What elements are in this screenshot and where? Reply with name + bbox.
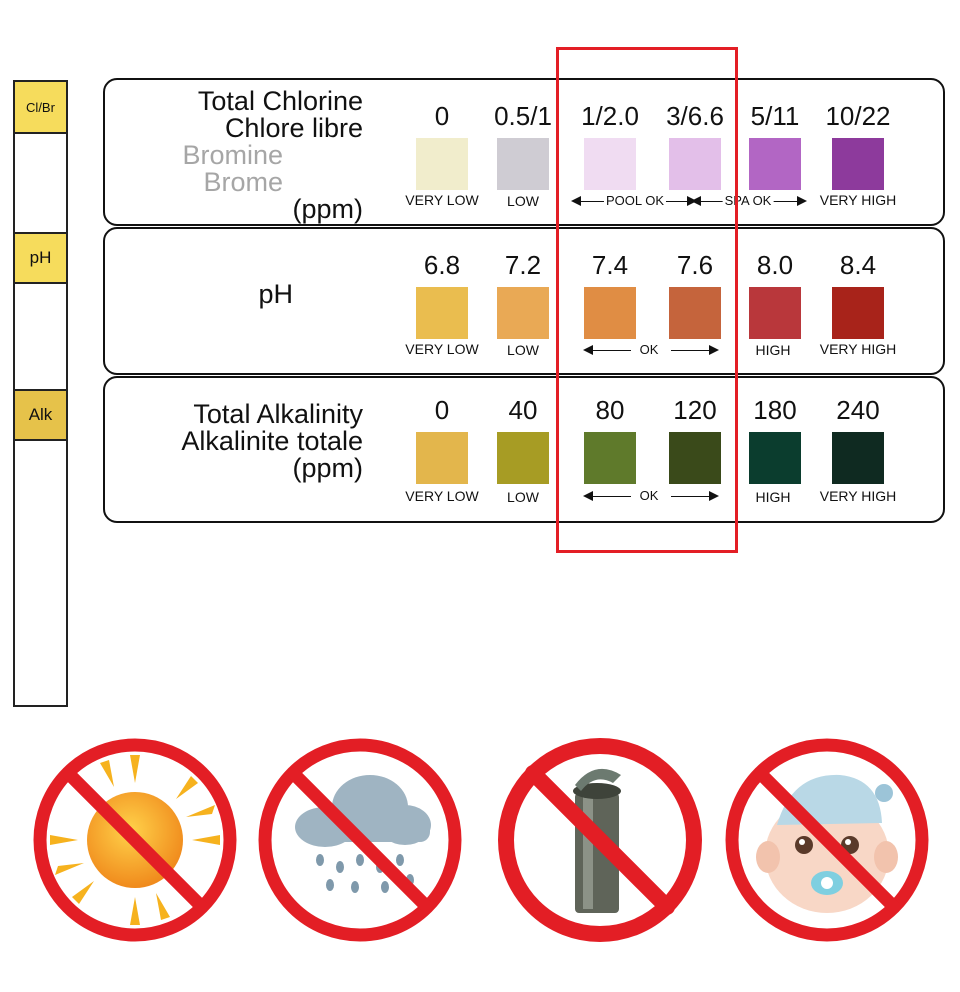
chlorine-cell-1: 0.5/1 (473, 102, 573, 190)
strip-pad-alkalinity: Alk (15, 389, 66, 441)
chlorine-swatch-4 (749, 138, 801, 190)
alkalinity-cell-3: 120 (645, 396, 745, 484)
chlorine-swatch-2 (584, 138, 636, 190)
ph-cell-5: 8.4 (808, 251, 908, 339)
level-high: HIGH (755, 342, 791, 358)
chlorine-cell-0: 0 (392, 102, 492, 190)
alkalinity-cell-0: 0 (392, 396, 492, 484)
chlorine-row: Total Chlorine Chlore libre Bromine Brom… (103, 78, 945, 226)
level-low: LOW (507, 193, 539, 209)
ph-swatch-3 (669, 287, 721, 339)
level-very-high: VERY HIGH (819, 488, 897, 504)
ok-arrow-left (583, 491, 631, 501)
chlorine-swatch-3 (669, 138, 721, 190)
bromine-label-line-2: Brome (203, 167, 283, 197)
level-very-high: VERY HIGH (819, 192, 897, 208)
chlorine-value-5: 10/22 (825, 101, 891, 131)
alkalinity-swatch-5 (832, 432, 884, 484)
alkalinity-label-line-1: Total Alkalinity (193, 399, 363, 429)
alkalinity-value-4: 180 (753, 395, 797, 425)
chlorine-cell-3: 3/6.6 (645, 102, 745, 190)
ph-cell-3: 7.6 (645, 251, 745, 339)
chlorine-cell-2: 1/2.0 (560, 102, 660, 190)
chlorine-value-0: 0 (434, 101, 450, 131)
alkalinity-value-2: 80 (595, 395, 625, 425)
level-high: HIGH (755, 489, 791, 505)
level-very-low: VERY LOW (405, 488, 479, 504)
no-rain-icon (258, 738, 462, 942)
alkalinity-value-1: 40 (508, 395, 538, 425)
chlorine-value-2: 1/2.0 (581, 101, 639, 131)
level-low: LOW (507, 489, 539, 505)
ph-swatch-1 (497, 287, 549, 339)
alkalinity-label: Total Alkalinity Alkalinite totale (ppm) (181, 401, 363, 482)
alkalinity-value-3: 120 (673, 395, 717, 425)
ok-label: OK (637, 488, 661, 503)
ph-cell-0: 6.8 (392, 251, 492, 339)
ph-value-4: 8.0 (756, 250, 794, 280)
ph-value-2: 7.4 (591, 250, 629, 280)
alkalinity-row: Total Alkalinity Alkalinite totale (ppm)… (103, 376, 945, 523)
ph-swatch-5 (832, 287, 884, 339)
alkalinity-cell-1: 40 (473, 396, 573, 484)
ok-arrow-right (671, 491, 719, 501)
chlorine-swatch-5 (832, 138, 884, 190)
alkalinity-swatch-1 (497, 432, 549, 484)
ph-swatch-4 (749, 287, 801, 339)
chlorine-unit: (ppm) (292, 194, 363, 224)
strip-pad-chlorine: Cl/Br (15, 82, 66, 134)
ph-label: pH (258, 279, 293, 309)
alkalinity-value-0: 0 (434, 395, 450, 425)
chlorine-value-3: 3/6.6 (666, 101, 724, 131)
no-children-icon (725, 738, 929, 942)
alkalinity-value-5: 240 (836, 395, 880, 425)
alkalinity-cell-5: 240 (808, 396, 908, 484)
alkalinity-swatch-0 (416, 432, 468, 484)
ph-value-3: 7.6 (676, 250, 714, 280)
alkalinity-swatch-3 (669, 432, 721, 484)
alkalinity-unit: (ppm) (292, 453, 363, 483)
alkalinity-label-line-2: Alkalinite totale (181, 426, 363, 456)
ph-value-1: 7.2 (504, 250, 542, 280)
alkalinity-swatch-4 (749, 432, 801, 484)
alkalinity-cell-2: 80 (560, 396, 660, 484)
chlorine-cell-4: 5/11 (725, 102, 825, 190)
chlorine-value-4: 5/11 (750, 101, 800, 131)
level-very-low: VERY LOW (405, 192, 479, 208)
chlorine-label-line-1: Total Chlorine (197, 86, 363, 116)
ok-arrow-left (583, 345, 631, 355)
ph-row: pH 6.8 7.2 7.4 7.6 8.0 8.4 VERY LOW LOW HIGH … (103, 227, 945, 375)
chlorine-swatch-0 (416, 138, 468, 190)
chlorine-cell-5: 10/22 (808, 102, 908, 190)
ph-swatch-2 (584, 287, 636, 339)
bromine-label-line-1: Bromine (182, 140, 283, 170)
no-sun-icon (33, 738, 237, 942)
alkalinity-swatch-2 (584, 432, 636, 484)
no-container-icon (498, 738, 702, 942)
ph-value-0: 6.8 (423, 250, 461, 280)
pool-ok-label: POOL OK (603, 193, 667, 208)
ok-arrow-right (671, 345, 719, 355)
level-very-low: VERY LOW (405, 341, 479, 357)
ok-label: OK (637, 342, 661, 357)
ph-cell-4: 8.0 (725, 251, 825, 339)
ph-cell-1: 7.2 (473, 251, 573, 339)
chlorine-value-1: 0.5/1 (494, 101, 552, 131)
alkalinity-cell-4: 180 (725, 396, 825, 484)
ph-cell-2: 7.4 (560, 251, 660, 339)
chlorine-swatch-1 (497, 138, 549, 190)
ph-value-5: 8.4 (839, 250, 877, 280)
strip-pad-ph: pH (15, 232, 66, 284)
test-strip: Cl/Br pH Alk (13, 80, 68, 707)
ph-swatch-0 (416, 287, 468, 339)
optimal-range-highlight (556, 47, 738, 553)
chlorine-label-line-2: Chlore libre (224, 113, 363, 143)
level-very-high: VERY HIGH (819, 341, 897, 357)
chlorine-label: Total Chlorine Chlore libre Bromine Brom… (182, 88, 363, 223)
level-low: LOW (507, 342, 539, 358)
